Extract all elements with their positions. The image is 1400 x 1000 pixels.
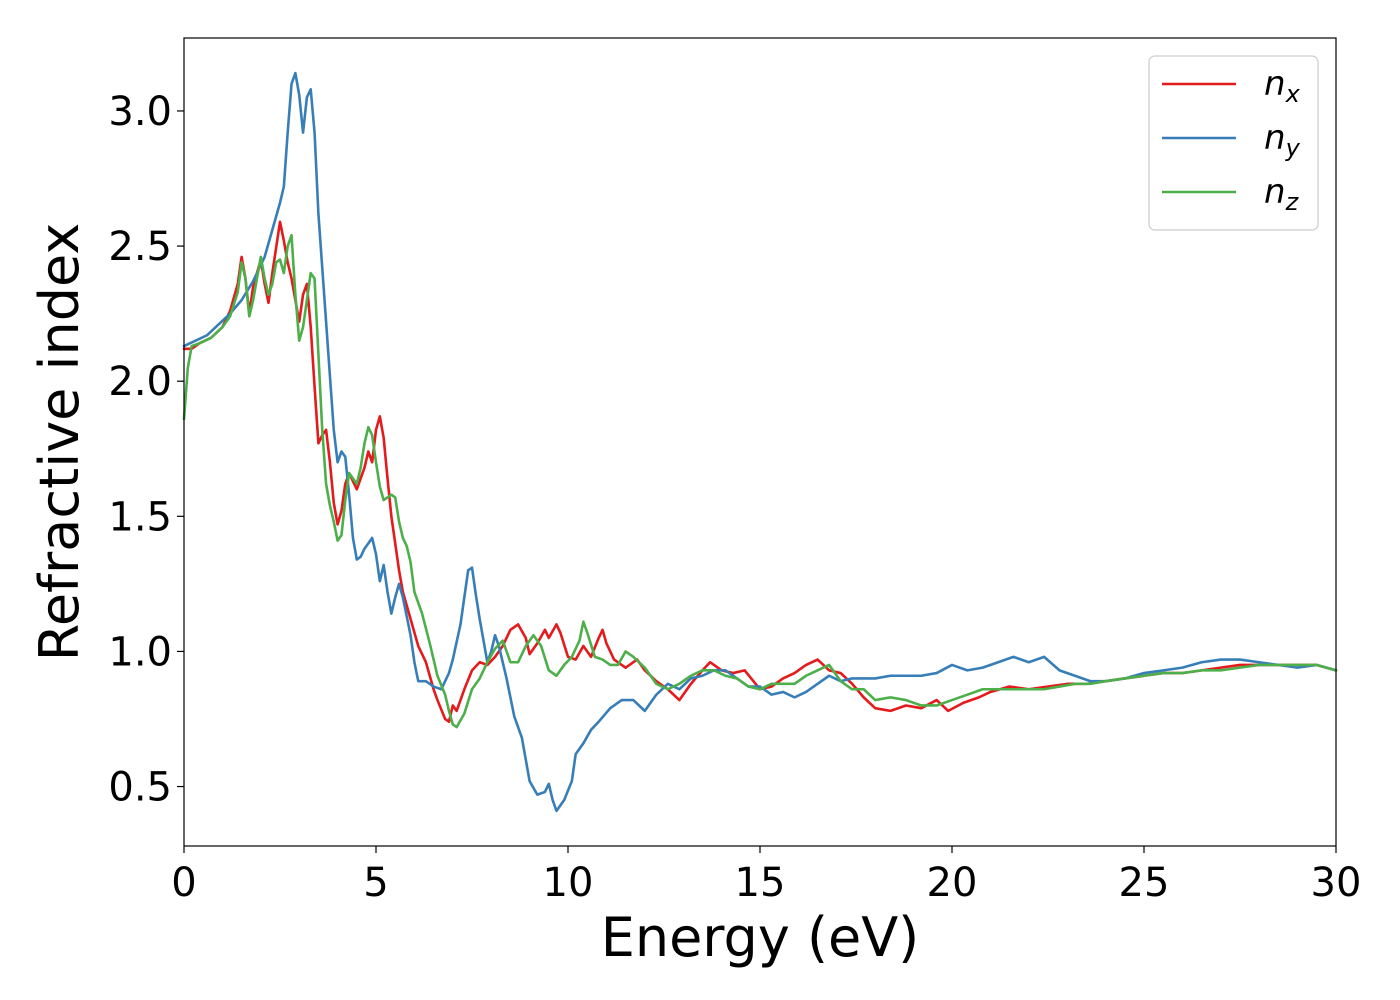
x-tick-label: 5 <box>363 860 388 906</box>
y-tick-label: 2.5 <box>108 224 172 270</box>
x-axis-label: Energy (eV) <box>601 906 920 969</box>
y-tick-label: 0.5 <box>108 765 172 811</box>
x-tick-label: 30 <box>1311 860 1362 906</box>
y-tick-label: 1.5 <box>108 494 172 540</box>
y-axis-label: Refractive index <box>28 223 91 662</box>
x-tick-label: 25 <box>1119 860 1170 906</box>
series-line-nx <box>182 220 1338 723</box>
y-tick-label: 1.0 <box>108 629 172 675</box>
legend-label-nx: nx <box>1264 64 1301 108</box>
x-tick-label: 15 <box>735 860 786 906</box>
legend-label-base: n <box>1264 118 1286 158</box>
legend-label-base: n <box>1264 172 1286 212</box>
x-tick-label: 0 <box>171 860 196 906</box>
x-tick-label: 20 <box>927 860 978 906</box>
legend-label-subscript: x <box>1285 80 1301 108</box>
series-line-nz <box>182 233 1338 729</box>
series-layer <box>182 71 1338 813</box>
x-tick-label: 10 <box>543 860 594 906</box>
legend-label-base: n <box>1264 64 1286 104</box>
legend-label-nz: nz <box>1264 172 1300 216</box>
legend-label-subscript: y <box>1285 134 1301 162</box>
x-axis-ticks: 0 5 10 15 20 25 30 <box>171 846 1361 906</box>
legend-label-ny: ny <box>1264 118 1301 162</box>
y-tick-label: 3.0 <box>108 89 172 135</box>
y-tick-label: 2.0 <box>108 359 172 405</box>
series-line-ny <box>182 71 1338 813</box>
legend-box <box>1148 55 1319 231</box>
y-axis-ticks: 0.5 1.0 1.5 2.0 2.5 3.0 <box>108 89 184 811</box>
legend-label-subscript: z <box>1285 188 1300 216</box>
